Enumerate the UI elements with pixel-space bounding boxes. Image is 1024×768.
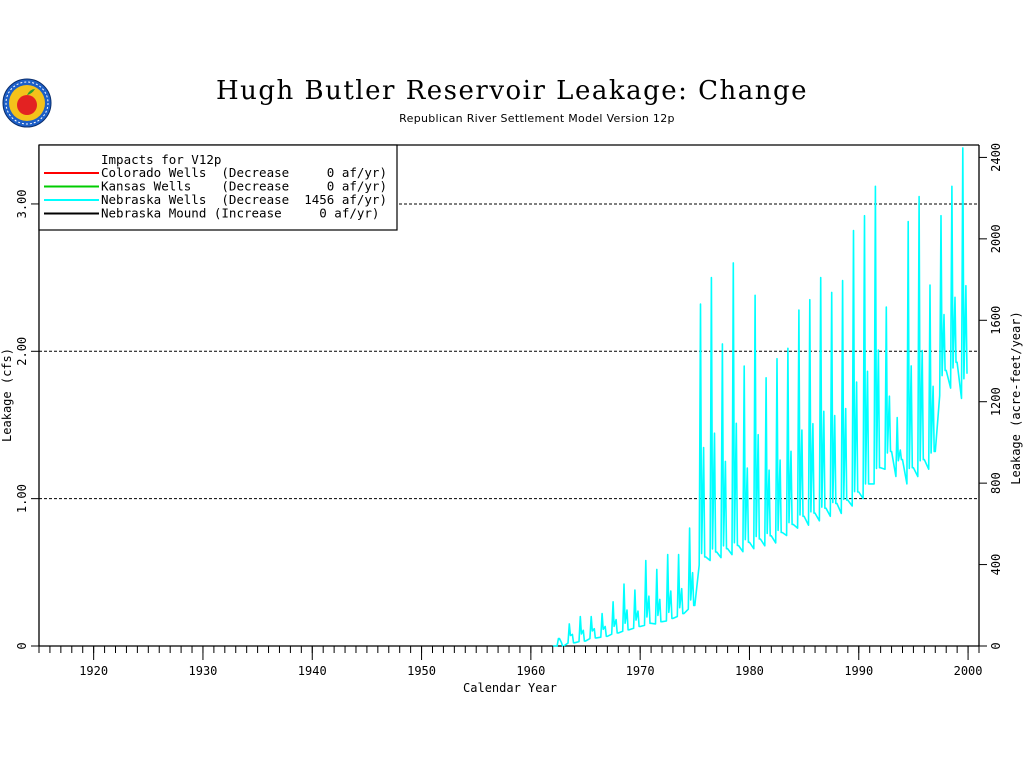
series-line-nebraska-wells xyxy=(552,147,968,647)
y2-tick-label: 2000 xyxy=(989,224,1003,253)
y-axis-label: Leakage (cfs) xyxy=(0,348,14,442)
x-tick-label: 1930 xyxy=(189,664,218,678)
y2-tick-label: 400 xyxy=(989,554,1003,576)
x-tick-label: 1920 xyxy=(79,664,108,678)
legend-entry-label: Nebraska Wells (Decrease 1456 af/yr) xyxy=(101,192,387,207)
legend-entry-label: Nebraska Mound (Increase 0 af/yr) xyxy=(101,206,379,221)
seal-logo-icon xyxy=(2,78,52,128)
x-tick-label: 1970 xyxy=(626,664,655,678)
y2-tick-label: 1600 xyxy=(989,306,1003,335)
y-tick-label: 1.00 xyxy=(15,484,29,513)
y2-tick-label: 2400 xyxy=(989,143,1003,172)
y2-tick-label: 800 xyxy=(989,472,1003,494)
y2-tick-label: 1200 xyxy=(989,387,1003,416)
x-tick-label: 1980 xyxy=(735,664,764,678)
x-tick-label: 1950 xyxy=(407,664,436,678)
legend: Impacts for V12p Colorado Wells (Decreas… xyxy=(38,144,398,231)
x-tick-label: 1940 xyxy=(298,664,327,678)
legend-entry-label: Kansas Wells (Decrease 0 af/yr) xyxy=(101,179,387,194)
chart-subtitle: Republican River Settlement Model Versio… xyxy=(399,112,675,125)
legend-heading: Impacts for V12p xyxy=(101,152,221,167)
x-tick-label: 2000 xyxy=(954,664,983,678)
y-tick-label: 2.00 xyxy=(15,337,29,366)
y-tick-label: 3.00 xyxy=(15,189,29,218)
y2-tick-label: 0 xyxy=(989,642,1003,649)
legend-entry-label: Colorado Wells (Decrease 0 af/yr) xyxy=(101,165,387,180)
x-tick-label: 1990 xyxy=(844,664,873,678)
chart-title: Hugh Butler Reservoir Leakage: Change xyxy=(215,76,809,106)
y-tick-label: 0 xyxy=(15,642,29,649)
x-tick-label: 1960 xyxy=(516,664,545,678)
x-axis-label: Calendar Year xyxy=(463,681,557,695)
y2-axis-label: Leakage (acre-feet/year) xyxy=(1009,311,1023,484)
